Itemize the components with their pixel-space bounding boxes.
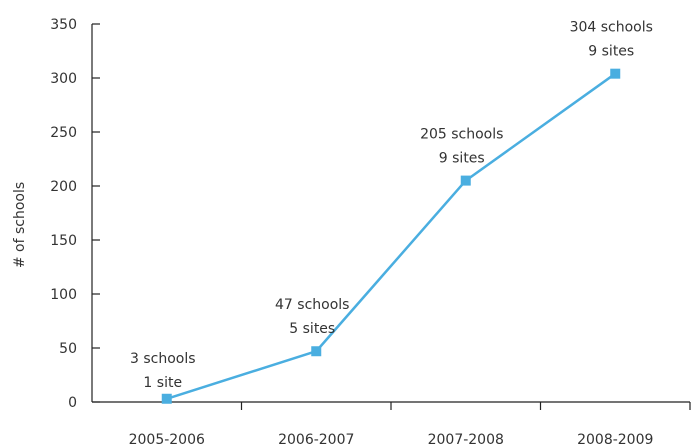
x-tick-label: 2008-2009 (577, 432, 653, 448)
data-label: 9 sites (588, 44, 634, 60)
x-tick-label: 2006-2007 (278, 432, 354, 448)
y-tick-label: 250 (50, 125, 77, 141)
data-label: 47 schools (275, 297, 349, 313)
y-axis-ticks: 0 50 100 150 200 250 300 350 (50, 17, 100, 411)
y-tick-label: 200 (50, 179, 77, 195)
data-label: 304 schools (570, 20, 653, 36)
series-group (161, 68, 621, 404)
x-tick-label: 2005-2006 (129, 432, 205, 448)
y-tick-label: 350 (50, 17, 77, 33)
x-tick-label: 2007-2008 (428, 432, 504, 448)
series-line (166, 72, 616, 400)
data-label: 9 sites (439, 151, 485, 167)
data-labels: 3 schools 1 site 47 schools 5 sites 205 scho… (130, 20, 653, 391)
y-tick-label: 0 (68, 395, 77, 411)
data-point (311, 346, 322, 357)
y-tick-label: 150 (50, 233, 77, 249)
data-point (460, 175, 471, 186)
y-tick-label: 300 (50, 71, 77, 87)
y-tick-label: 100 (50, 287, 77, 303)
y-tick-label: 50 (59, 341, 77, 357)
x-axis-ticks: 2005-2006 2006-2007 2007-2008 2008-2009 (129, 402, 691, 448)
data-label: 3 schools (130, 351, 196, 367)
data-label: 5 sites (289, 321, 335, 337)
axes (91, 24, 690, 403)
data-label: 1 site (143, 375, 182, 391)
data-point (161, 393, 172, 404)
data-label: 205 schools (420, 127, 503, 143)
y-axis-title: # of schools (12, 182, 28, 268)
data-point (610, 68, 621, 79)
